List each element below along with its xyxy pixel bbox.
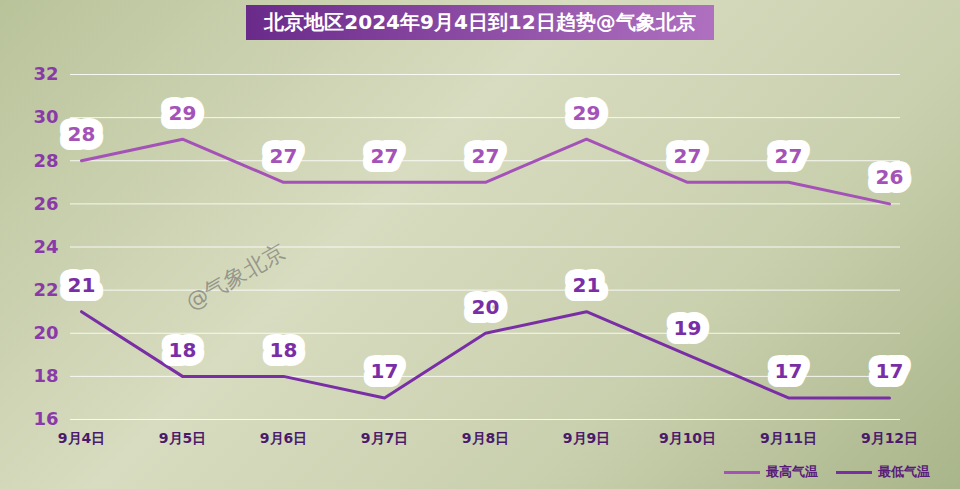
svg-text:27: 27 bbox=[472, 144, 500, 168]
svg-text:30: 30 bbox=[33, 106, 58, 127]
svg-text:29: 29 bbox=[169, 101, 197, 125]
svg-text:26: 26 bbox=[33, 193, 58, 214]
svg-text:9月7日: 9月7日 bbox=[361, 430, 408, 446]
svg-text:27: 27 bbox=[371, 144, 399, 168]
svg-text:9月12日: 9月12日 bbox=[861, 430, 918, 446]
svg-text:16: 16 bbox=[33, 408, 58, 429]
svg-text:28: 28 bbox=[33, 150, 58, 171]
svg-text:9月9日: 9月9日 bbox=[563, 430, 610, 446]
svg-text:@气象北京: @气象北京 bbox=[181, 238, 289, 315]
svg-text:21: 21 bbox=[573, 273, 601, 297]
svg-text:20: 20 bbox=[33, 322, 58, 343]
svg-text:21: 21 bbox=[68, 273, 96, 297]
svg-text:9月11日: 9月11日 bbox=[760, 430, 817, 446]
svg-text:32: 32 bbox=[33, 63, 58, 84]
svg-text:9月4日: 9月4日 bbox=[58, 430, 105, 446]
svg-text:18: 18 bbox=[270, 338, 298, 362]
svg-text:9月6日: 9月6日 bbox=[260, 430, 307, 446]
svg-text:27: 27 bbox=[674, 144, 702, 168]
svg-text:17: 17 bbox=[876, 359, 904, 383]
svg-text:29: 29 bbox=[573, 101, 601, 125]
svg-text:27: 27 bbox=[270, 144, 298, 168]
svg-text:26: 26 bbox=[876, 165, 904, 189]
svg-text:28: 28 bbox=[68, 122, 96, 146]
html-text:最低气温: 最低气温 bbox=[878, 464, 930, 479]
svg-text:20: 20 bbox=[472, 295, 500, 319]
svg-text:9月5日: 9月5日 bbox=[159, 430, 206, 446]
html-text:最高气温: 最高气温 bbox=[766, 464, 818, 479]
svg-text:9月10日: 9月10日 bbox=[659, 430, 716, 446]
html-text:北京地区2024年9月4日到12日趋势@气象北京: 北京地区2024年9月4日到12日趋势@气象北京 bbox=[264, 9, 696, 34]
svg-text:17: 17 bbox=[775, 359, 803, 383]
svg-text:27: 27 bbox=[775, 144, 803, 168]
svg-text:19: 19 bbox=[674, 316, 702, 340]
svg-text:9月8日: 9月8日 bbox=[462, 430, 509, 446]
svg-text:22: 22 bbox=[33, 279, 58, 300]
svg-text:18: 18 bbox=[33, 365, 58, 386]
svg-text:24: 24 bbox=[33, 236, 58, 257]
svg-text:18: 18 bbox=[169, 338, 197, 362]
svg-text:17: 17 bbox=[371, 359, 399, 383]
